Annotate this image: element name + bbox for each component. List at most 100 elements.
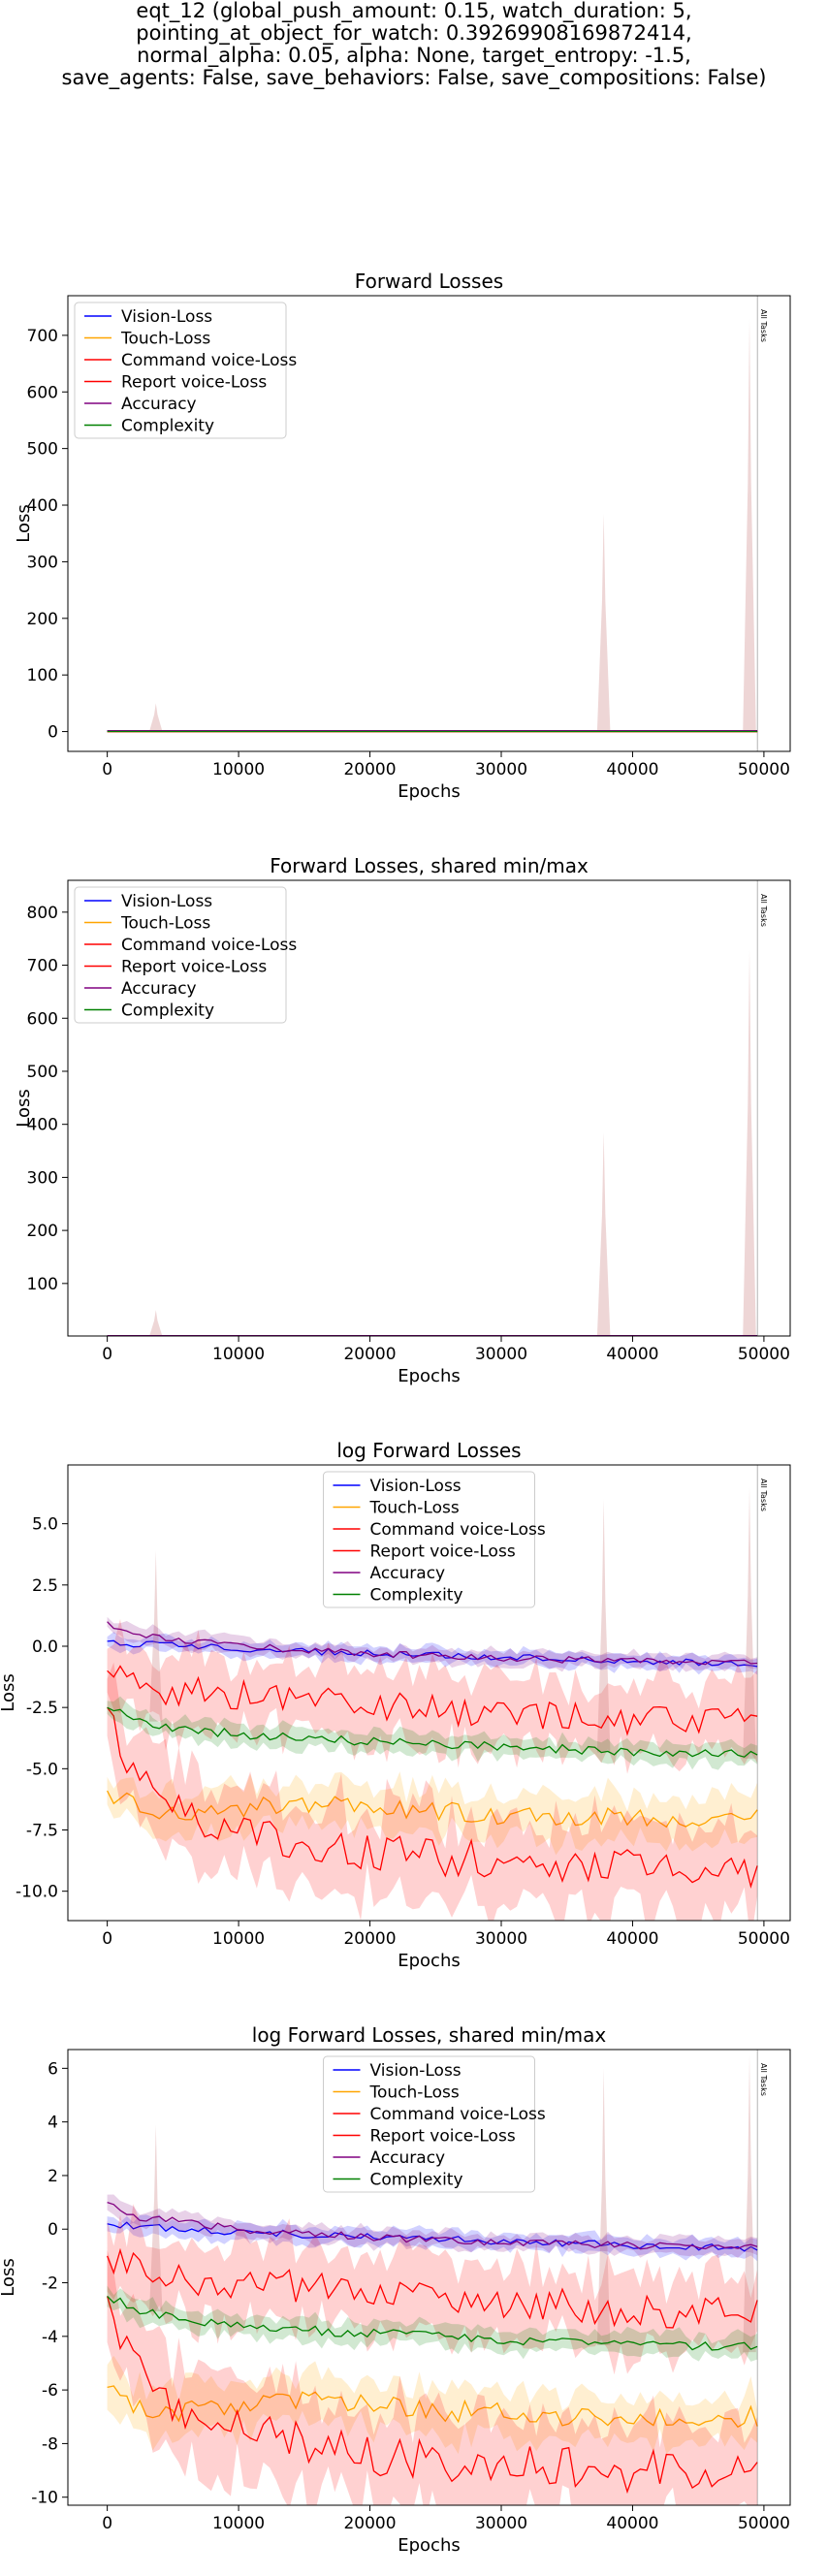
figure-title-line: save_agents: False, save_behaviors: Fals… (61, 66, 767, 89)
line-report-voice-loss (106, 2296, 758, 2495)
plot-frame (67, 2049, 791, 2506)
all-tasks-label: All Tasks (759, 2063, 768, 2096)
x-tick-label: 30000 (475, 2514, 527, 2533)
x-tick-label: 10000 (212, 2514, 265, 2533)
spike-command-voice-loss (596, 1131, 611, 1336)
x-tick-label: 0 (102, 760, 112, 779)
x-tick-label: 30000 (475, 760, 527, 779)
legend-entry-accuracy: Accuracy (121, 979, 197, 999)
x-tick-label: 40000 (606, 2514, 658, 2533)
line-vision-loss (107, 1639, 758, 1668)
band-complexity (107, 1696, 758, 1770)
figure-title-line: pointing_at_object_for_watch: 0.39269908… (136, 21, 692, 45)
legend-box (323, 1471, 535, 1608)
plot-area (107, 318, 758, 733)
plot-frame (67, 295, 791, 752)
y-tick-label: 200 (27, 610, 58, 629)
legend-entry-touch-loss: Touch-Loss (120, 330, 210, 349)
chart-title: Forward Losses, shared min/max (270, 854, 589, 877)
plot-frame (67, 1464, 791, 1922)
x-tick-label: 0 (102, 1345, 112, 1364)
chart-title: log Forward Losses (336, 1439, 521, 1462)
y-tick-label: 2 (48, 2167, 58, 2186)
legend-entry-command-voice-loss: Command voice-Loss (121, 351, 297, 370)
line-complexity (107, 1706, 758, 1758)
y-tick-label: 100 (27, 666, 58, 685)
forward-losses-chart: Forward Losses All Tasks 0 10000 20000 30000 4… (14, 270, 791, 802)
line-accuracy (107, 2201, 758, 2250)
legend-entry-complexity: Complexity (121, 1002, 214, 1021)
y-tick-label: 400 (27, 496, 58, 516)
figure-title: eqt_12 (global_push_amount: 0.15, watch_… (0, 0, 828, 89)
x-tick-label: 40000 (606, 1929, 658, 1949)
chart-title: Forward Losses (355, 270, 503, 293)
band-accuracy (107, 2194, 758, 2258)
plot-frame (67, 879, 791, 1337)
line-complexity (107, 2295, 758, 2351)
legend-entry-vision-loss: Vision-Loss (121, 892, 212, 911)
legend-entry-complexity: Complexity (370, 2171, 463, 2190)
y-tick-label: -7.5 (26, 1822, 58, 1841)
line-touch-loss (107, 1790, 758, 1829)
y-tick-label: 600 (27, 1009, 58, 1029)
y-tick-label: 0.0 (32, 1638, 58, 1657)
spike-command-voice-loss (743, 1486, 756, 1759)
x-tick-label: 50000 (738, 1929, 790, 1949)
legend-box (74, 886, 287, 1024)
y-tick-label: 100 (27, 1275, 58, 1294)
y-tick-label: 0 (48, 723, 58, 743)
y-axis-label: Loss (14, 1089, 34, 1127)
y-tick-label: -6 (42, 2381, 58, 2401)
band-accuracy (107, 1616, 758, 1672)
legend-entry-touch-loss: Touch-Loss (369, 2083, 460, 2103)
y-axis-label: Loss (14, 504, 34, 542)
x-tick-label: 50000 (738, 760, 790, 779)
y-tick-label: 500 (27, 440, 58, 460)
y-tick-label: -5.0 (26, 1760, 58, 1779)
spike-command-voice-loss (743, 2054, 756, 2353)
x-tick-label: 10000 (212, 760, 265, 779)
spike-command-voice-loss (148, 1550, 163, 1722)
y-tick-label: 300 (27, 553, 58, 572)
x-tick-label: 10000 (212, 1929, 265, 1949)
x-tick-label: 0 (102, 2514, 112, 2533)
forward-losses-shared-chart: Forward Losses, shared min/max All Tasks 0… (14, 854, 791, 1386)
line-command-voice-loss (107, 1665, 758, 1736)
x-axis-label: Epochs (398, 2535, 461, 2556)
spike-command-voice-loss (596, 2068, 611, 2346)
legend-entry-report-voice-loss: Report voice-Loss (370, 2127, 516, 2147)
x-tick-label: 0 (102, 1929, 112, 1949)
y-tick-label: 700 (27, 327, 58, 346)
legend-entry-vision-loss: Vision-Loss (370, 1477, 462, 1496)
band-command-voice-loss (107, 2204, 758, 2375)
legend-entry-command-voice-loss: Command voice-Loss (370, 2105, 546, 2124)
y-tick-label: 400 (27, 1116, 58, 1135)
x-tick-label: 20000 (343, 1929, 396, 1949)
plot-area (107, 1486, 758, 1921)
legend-entry-complexity: Complexity (121, 417, 214, 436)
y-tick-label: -10 (31, 2489, 58, 2508)
spike-command-voice-loss (148, 703, 163, 732)
y-tick-label: 800 (27, 904, 58, 923)
figure-title-line: normal_alpha: 0.05, alpha: None, target_… (137, 44, 691, 67)
figure-title-line: eqt_12 (global_push_amount: 0.15, watch_… (136, 0, 692, 22)
chart-title: log Forward Losses, shared min/max (252, 2023, 607, 2047)
legend-box (74, 302, 287, 439)
x-tick-label: 20000 (343, 760, 396, 779)
legend-entry-accuracy: Accuracy (370, 2148, 446, 2168)
spike-command-voice-loss (743, 318, 756, 732)
spike-command-voice-loss (596, 1499, 611, 1753)
line-accuracy (107, 1621, 758, 1666)
spike-command-voice-loss (743, 949, 756, 1336)
y-tick-label: 500 (27, 1063, 58, 1082)
all-tasks-label: All Tasks (759, 1479, 768, 1511)
y-tick-label: 300 (27, 1168, 58, 1188)
x-axis-label: Epochs (398, 1366, 461, 1386)
legend-entry-complexity: Complexity (370, 1586, 463, 1606)
y-axis-label: Loss (0, 2258, 18, 2296)
line-touch-loss (107, 2385, 758, 2429)
y-tick-label: -2.5 (26, 1699, 58, 1718)
